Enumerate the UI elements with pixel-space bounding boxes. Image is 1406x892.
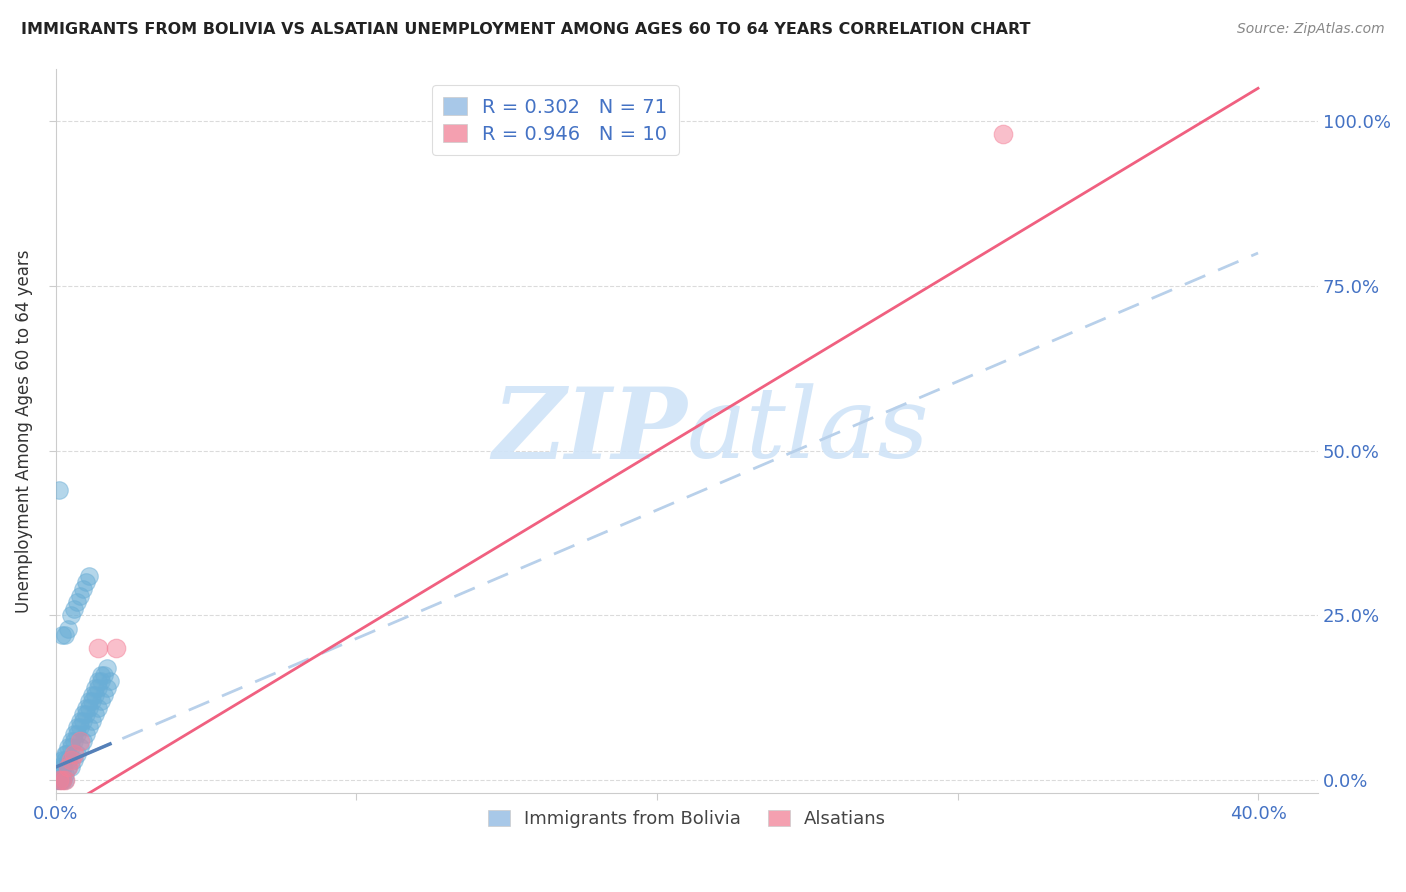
Point [59,733,82,747]
Point [87,641,110,656]
Point [69,733,91,747]
Point [63,753,86,767]
Point [84,707,107,722]
Point [87,681,110,695]
Point [51,773,73,788]
Point [80,694,103,708]
Point [46,773,69,788]
Point [63,602,86,616]
Point [72,582,94,596]
Point [63,727,86,741]
Point [77,694,100,708]
Point [56,760,79,774]
Point [48,773,70,788]
Point [75,575,97,590]
Point [72,733,94,747]
Point [56,740,79,755]
Point [93,667,115,681]
Point [53,747,76,761]
Point [991,128,1014,142]
Point [87,700,110,714]
Point [66,747,89,761]
Point [53,773,76,788]
Point [56,760,79,774]
Point [48,773,70,788]
Text: atlas: atlas [688,384,929,479]
Point [51,773,73,788]
Point [59,760,82,774]
Point [53,628,76,642]
Point [77,721,100,735]
Legend: Immigrants from Bolivia, Alsatians: Immigrants from Bolivia, Alsatians [481,802,893,835]
Point [52,760,75,774]
Point [75,700,97,714]
Point [52,773,75,788]
Point [56,753,79,767]
Point [93,688,115,702]
Point [98,674,121,689]
Point [51,773,73,788]
Point [77,700,100,714]
Point [96,681,118,695]
Point [77,569,100,583]
Point [51,628,73,642]
Point [87,674,110,689]
Point [51,766,73,780]
Point [63,733,86,747]
Point [66,595,89,609]
Point [53,766,76,780]
Point [48,760,70,774]
Point [66,727,89,741]
Point [72,714,94,728]
Point [63,747,86,761]
Point [90,667,112,681]
Point [90,674,112,689]
Point [49,766,72,780]
Point [69,589,91,603]
Text: IMMIGRANTS FROM BOLIVIA VS ALSATIAN UNEMPLOYMENT AMONG AGES 60 TO 64 YEARS CORRE: IMMIGRANTS FROM BOLIVIA VS ALSATIAN UNEM… [21,22,1031,37]
Point [48,483,70,498]
Point [55,747,77,761]
Point [49,773,72,788]
Point [56,622,79,636]
Point [53,773,76,788]
Y-axis label: Unemployment Among Ages 60 to 64 years: Unemployment Among Ages 60 to 64 years [15,249,32,613]
Text: ZIP: ZIP [492,383,688,479]
Point [96,661,118,675]
Point [80,714,103,728]
Point [75,707,97,722]
Text: Source: ZipAtlas.com: Source: ZipAtlas.com [1237,22,1385,37]
Point [84,681,107,695]
Point [90,694,112,708]
Point [46,773,69,788]
Point [69,740,91,755]
Point [105,641,128,656]
Point [72,707,94,722]
Point [75,727,97,741]
Point [66,721,89,735]
Point [69,714,91,728]
Point [59,740,82,755]
Point [59,753,82,767]
Point [69,721,91,735]
Point [51,753,73,767]
Point [80,688,103,702]
Point [84,688,107,702]
Point [53,753,76,767]
Point [48,773,70,788]
Point [59,608,82,623]
Point [48,773,70,788]
